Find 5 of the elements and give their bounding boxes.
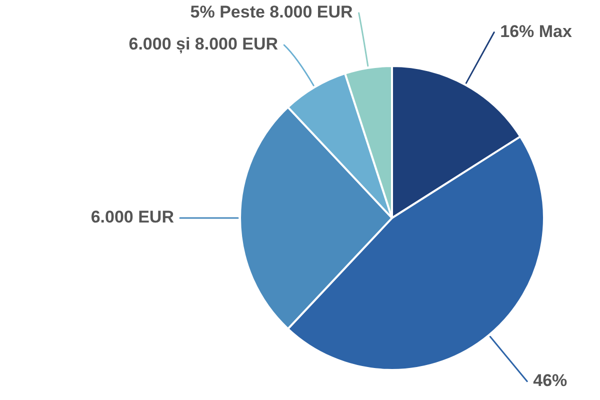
slice-label: 6.000 și 8.000 EUR <box>128 34 278 54</box>
data-label: 46% <box>533 371 568 390</box>
slice-label: 5% Peste 8.000 EUR <box>190 2 353 22</box>
slice-label: 16% Max <box>500 22 572 41</box>
slice-label: 6.000 EUR <box>90 208 174 227</box>
